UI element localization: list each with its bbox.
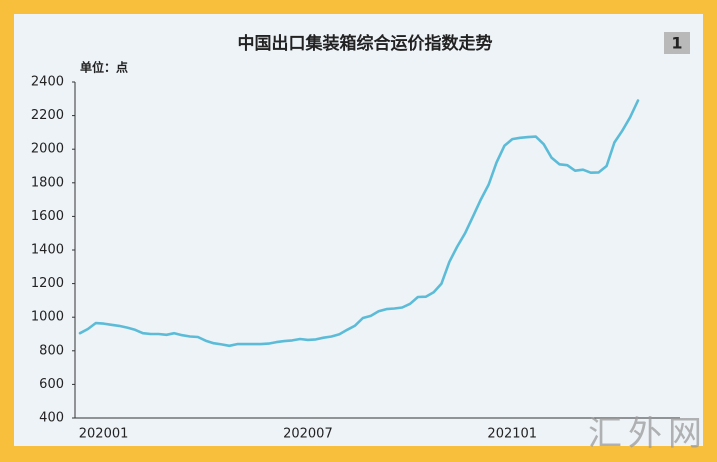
- y-tick-label: 2200: [31, 108, 64, 123]
- y-tick-label: 2000: [31, 142, 64, 157]
- y-tick-label: 1000: [31, 310, 64, 325]
- y-tick-label: 1600: [31, 209, 64, 224]
- y-tick-label: 2400: [31, 75, 64, 90]
- unit-label: 单位：点: [80, 60, 128, 75]
- y-tick-label: 400: [39, 411, 64, 426]
- badge: 1: [671, 34, 682, 53]
- chart-title: 中国出口集装箱综合运价指数走势: [238, 33, 493, 54]
- x-tick-label: 202001: [79, 427, 129, 442]
- y-tick-label: 1200: [31, 276, 64, 291]
- badge-box: [664, 32, 690, 54]
- x-tick-label: 202007: [283, 427, 333, 442]
- y-tick-label: 1400: [31, 243, 64, 258]
- y-tick-label: 1800: [31, 175, 64, 190]
- x-tick-label: 202101: [487, 427, 537, 442]
- watermark: 汇外网: [588, 414, 708, 454]
- y-tick-label: 600: [39, 377, 64, 392]
- panel: [14, 14, 703, 446]
- line-series: [78, 99, 640, 348]
- y-tick-label: 800: [39, 343, 64, 358]
